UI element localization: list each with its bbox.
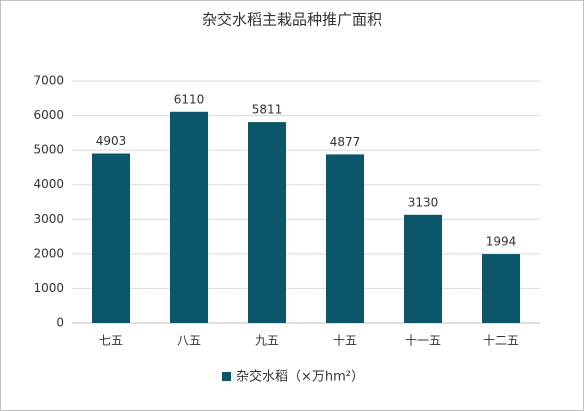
data-label: 3130 xyxy=(408,195,439,209)
x-tick-label: 九五 xyxy=(255,334,279,348)
y-tick-label: 5000 xyxy=(33,143,64,157)
bar xyxy=(92,153,130,323)
legend-label: 杂交水稻（×万hm²） xyxy=(236,369,364,385)
bar xyxy=(326,154,364,323)
y-tick-label: 3000 xyxy=(33,212,64,226)
bar xyxy=(170,111,208,323)
y-tick-label: 1000 xyxy=(33,281,64,295)
y-tick-label: 2000 xyxy=(33,246,64,260)
bar xyxy=(482,254,520,323)
legend-swatch xyxy=(222,372,231,381)
data-label: 4877 xyxy=(330,135,361,149)
data-label: 5811 xyxy=(252,103,283,117)
x-tick-label: 十一五 xyxy=(405,334,441,348)
y-tick-label: 0 xyxy=(56,316,64,330)
bar xyxy=(404,214,442,323)
y-tick-label: 7000 xyxy=(33,74,64,88)
data-label: 4903 xyxy=(96,134,127,148)
data-label: 6110 xyxy=(174,92,205,106)
y-tick-label: 6000 xyxy=(33,108,64,122)
data-label: 1994 xyxy=(486,235,517,249)
x-tick-label: 八五 xyxy=(177,334,201,348)
chart-title: 杂交水稻主栽品种推广面积 xyxy=(202,11,382,29)
y-tick-label: 4000 xyxy=(33,177,64,191)
bar xyxy=(248,122,286,323)
x-tick-label: 十二五 xyxy=(483,334,519,348)
x-tick-label: 七五 xyxy=(99,334,123,348)
x-tick-label: 十五 xyxy=(333,334,357,348)
